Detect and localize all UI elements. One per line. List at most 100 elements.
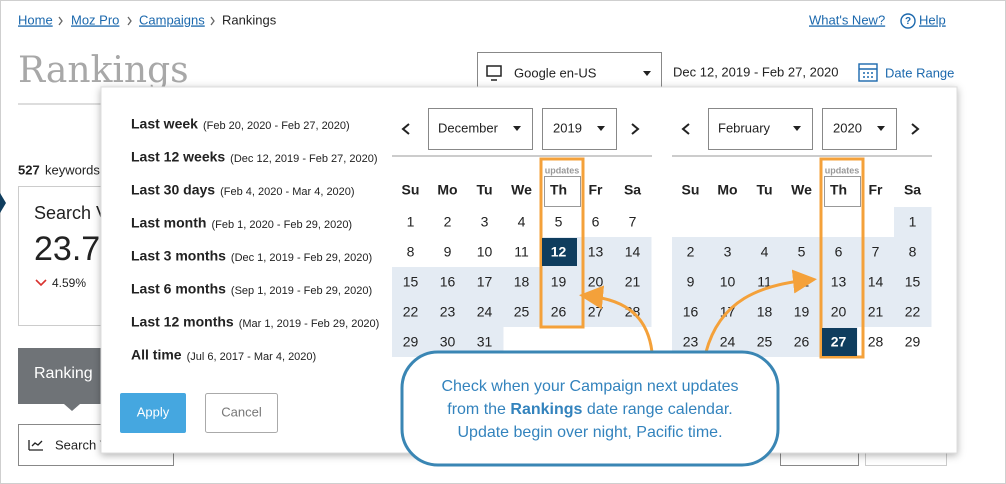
preset-name[interactable]: Last 12 months <box>131 314 234 330</box>
tab[interactable] <box>18 348 106 404</box>
day[interactable]: 28 <box>868 334 884 350</box>
preset-name[interactable]: Last week <box>131 116 198 132</box>
range-cell <box>746 237 784 267</box>
day[interactable]: 3 <box>724 244 732 260</box>
day[interactable]: 10 <box>720 274 736 290</box>
day[interactable]: 1 <box>407 214 415 230</box>
preset-name[interactable]: Last 30 days <box>131 182 215 198</box>
date-range-button[interactable]: Date Range <box>885 65 954 80</box>
preset-name[interactable]: Last 12 weeks <box>131 149 225 165</box>
range-cell <box>429 297 467 327</box>
day[interactable]: 19 <box>794 304 810 320</box>
day[interactable]: 24 <box>477 304 493 320</box>
cancel-button[interactable] <box>205 393 278 433</box>
day[interactable]: 20 <box>588 274 604 290</box>
day[interactable]: 18 <box>514 274 530 290</box>
preset-name[interactable]: Last 3 months <box>131 248 226 264</box>
day[interactable]: 18 <box>757 304 773 320</box>
day[interactable]: 14 <box>625 244 641 260</box>
breadcrumb-link[interactable]: Home <box>18 12 53 27</box>
day[interactable]: 15 <box>403 274 419 290</box>
day[interactable]: 22 <box>905 304 921 320</box>
selected-day-label[interactable]: 27 <box>831 334 847 350</box>
breadcrumb-link[interactable]: Moz Pro <box>71 12 119 27</box>
calendar-icon[interactable] <box>858 63 878 82</box>
year-select[interactable] <box>822 108 897 150</box>
preset-name[interactable]: Last 6 months <box>131 281 226 297</box>
day[interactable]: 26 <box>794 334 810 350</box>
range-cell <box>894 297 932 327</box>
day[interactable]: 10 <box>477 244 493 260</box>
day[interactable]: 20 <box>831 304 847 320</box>
day[interactable]: 31 <box>477 334 493 350</box>
day[interactable]: 13 <box>588 244 604 260</box>
day[interactable]: 21 <box>625 274 641 290</box>
prev-month[interactable] <box>681 123 690 135</box>
day[interactable]: 9 <box>444 244 452 260</box>
apply-button[interactable] <box>120 393 186 433</box>
day[interactable]: 9 <box>687 274 695 290</box>
day[interactable]: 3 <box>481 214 489 230</box>
day[interactable]: 11 <box>757 274 772 290</box>
day[interactable]: 25 <box>757 334 773 350</box>
day[interactable]: 30 <box>440 334 456 350</box>
month-select[interactable] <box>428 108 533 150</box>
day[interactable]: 22 <box>403 304 419 320</box>
range-cell <box>392 297 430 327</box>
day[interactable]: 5 <box>555 214 563 230</box>
weekday: Fr <box>589 182 604 198</box>
day[interactable]: 1 <box>909 214 917 230</box>
day[interactable]: 11 <box>514 244 529 260</box>
day[interactable]: 17 <box>477 274 493 290</box>
help-icon[interactable] <box>900 13 916 29</box>
day[interactable]: 27 <box>588 304 604 320</box>
next-month[interactable] <box>631 123 640 135</box>
day[interactable]: 13 <box>831 274 847 290</box>
day[interactable]: 2 <box>687 244 695 260</box>
preset-name[interactable]: Last month <box>131 215 206 231</box>
day[interactable]: 16 <box>440 274 456 290</box>
range-cell <box>746 267 784 297</box>
day[interactable]: 5 <box>798 244 806 260</box>
chevrons <box>58 16 215 26</box>
day[interactable]: 4 <box>761 244 769 260</box>
day[interactable]: 23 <box>440 304 456 320</box>
day[interactable]: 15 <box>905 274 921 290</box>
day[interactable]: 16 <box>683 304 699 320</box>
day[interactable]: 8 <box>407 244 415 260</box>
day[interactable]: 14 <box>868 274 884 290</box>
day[interactable]: 7 <box>872 244 880 260</box>
day[interactable]: 6 <box>592 214 600 230</box>
day[interactable]: 2 <box>444 214 452 230</box>
day[interactable]: 6 <box>835 244 843 260</box>
down-arrow <box>35 279 47 287</box>
day[interactable]: 26 <box>551 304 567 320</box>
next-month[interactable] <box>911 123 920 135</box>
day[interactable]: 7 <box>629 214 637 230</box>
day[interactable]: 8 <box>909 244 917 260</box>
year-select[interactable] <box>542 108 617 150</box>
day[interactable]: 29 <box>905 334 921 350</box>
day[interactable]: 24 <box>720 334 736 350</box>
whats-new-link[interactable]: What's New? <box>809 12 885 27</box>
day[interactable]: 25 <box>514 304 530 320</box>
help-link[interactable]: Help <box>919 12 946 27</box>
prev-month[interactable] <box>401 123 410 135</box>
month-select[interactable] <box>708 108 813 150</box>
range-cell <box>709 237 747 267</box>
day[interactable]: 23 <box>683 334 699 350</box>
monitor-icon <box>486 65 502 77</box>
callout-text: date range calendar. <box>582 401 732 418</box>
date-range-text: Dec 12, 2019 - Feb 27, 2020 <box>673 64 839 79</box>
range-cell <box>614 267 652 297</box>
selected-day-label[interactable]: 12 <box>551 244 567 260</box>
day[interactable]: 19 <box>551 274 567 290</box>
cancel-label: Cancel <box>221 404 262 419</box>
range-cell <box>614 237 652 267</box>
day[interactable]: 21 <box>868 304 884 320</box>
preset-name[interactable]: All time <box>131 347 182 363</box>
breadcrumb-link[interactable]: Campaigns <box>139 12 205 27</box>
day[interactable]: 4 <box>518 214 526 230</box>
day[interactable]: 29 <box>403 334 419 350</box>
pointer <box>0 193 6 213</box>
